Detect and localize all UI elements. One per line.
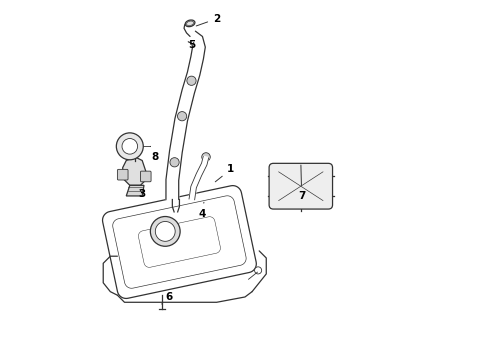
Text: 4: 4 bbox=[199, 202, 206, 219]
Polygon shape bbox=[138, 217, 220, 267]
Circle shape bbox=[187, 76, 196, 85]
Text: 6: 6 bbox=[162, 292, 172, 304]
Text: 7: 7 bbox=[298, 165, 305, 201]
Text: 3: 3 bbox=[139, 189, 146, 199]
Text: 1: 1 bbox=[215, 165, 234, 182]
Circle shape bbox=[177, 112, 187, 121]
Circle shape bbox=[202, 153, 210, 161]
Circle shape bbox=[255, 267, 262, 274]
Circle shape bbox=[122, 139, 138, 154]
FancyBboxPatch shape bbox=[269, 163, 333, 209]
Polygon shape bbox=[102, 186, 256, 298]
Circle shape bbox=[155, 221, 175, 241]
FancyBboxPatch shape bbox=[141, 171, 151, 182]
Text: 8: 8 bbox=[150, 146, 158, 162]
FancyBboxPatch shape bbox=[118, 169, 128, 180]
Text: 5: 5 bbox=[188, 40, 196, 50]
Ellipse shape bbox=[187, 21, 194, 26]
Circle shape bbox=[116, 133, 143, 160]
Polygon shape bbox=[122, 157, 146, 185]
Circle shape bbox=[150, 216, 180, 246]
Circle shape bbox=[170, 158, 179, 167]
Polygon shape bbox=[166, 31, 205, 199]
Polygon shape bbox=[189, 156, 209, 200]
Text: 2: 2 bbox=[196, 14, 220, 26]
Polygon shape bbox=[126, 185, 144, 196]
Polygon shape bbox=[113, 196, 246, 288]
Ellipse shape bbox=[185, 20, 195, 27]
